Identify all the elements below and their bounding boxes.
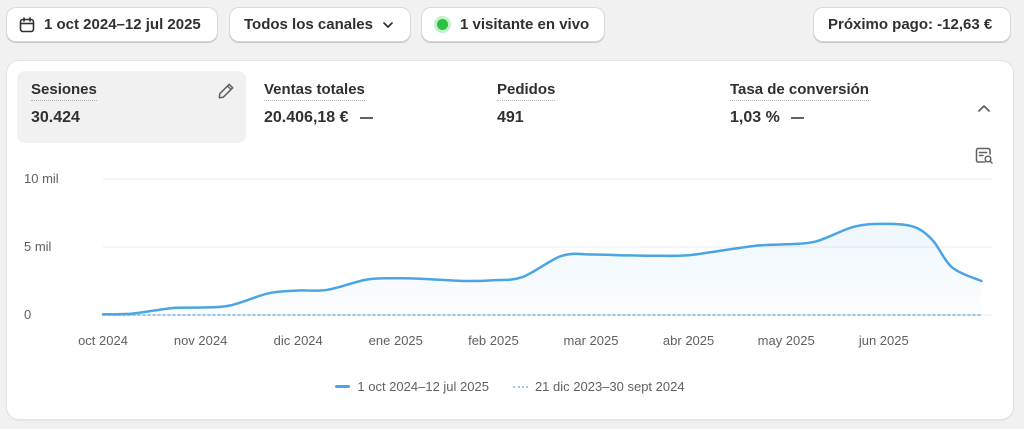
x-tick-label: oct 2024 — [78, 333, 128, 348]
pencil-icon[interactable] — [217, 82, 235, 100]
channel-filter-button[interactable]: Todos los canales — [230, 8, 410, 41]
metric-orders-value: 491 — [497, 109, 524, 126]
legend-dotted-swatch — [512, 385, 528, 388]
current-series-area — [103, 223, 982, 315]
date-range-button[interactable]: 1 oct 2024–12 jul 2025 — [7, 8, 217, 41]
x-tick-label: feb 2025 — [468, 333, 519, 348]
next-payout-label: Próximo pago: -12,63 € — [828, 16, 993, 33]
y-tick-label: 5 mil — [24, 239, 52, 254]
metric-orders[interactable]: Pedidos 491 — [483, 71, 712, 143]
no-change-indicator — [790, 117, 804, 119]
calendar-icon — [19, 16, 35, 32]
chevron-down-icon — [383, 21, 393, 28]
x-tick-label: abr 2025 — [663, 333, 714, 348]
legend-current-period[interactable]: 1 oct 2024–12 jul 2025 — [335, 379, 489, 394]
date-range-label: 1 oct 2024–12 jul 2025 — [44, 16, 201, 33]
y-tick-label: 10 mil — [24, 171, 59, 186]
metric-conversion-rate[interactable]: Tasa de conversión 1,03 % — [716, 71, 945, 143]
x-tick-label: dic 2024 — [274, 333, 323, 348]
chart-legend: 1 oct 2024–12 jul 2025 21 dic 2023–30 se… — [7, 379, 1013, 394]
metric-total-sales-label: Ventas totales — [264, 81, 365, 101]
next-payout-button[interactable]: Próximo pago: -12,63 € — [814, 8, 1010, 41]
live-dot-icon — [437, 19, 448, 30]
x-tick-label: mar 2025 — [564, 333, 619, 348]
x-tick-label: may 2025 — [758, 333, 815, 348]
x-tick-label: ene 2025 — [369, 333, 423, 348]
metric-sessions[interactable]: Sesiones 30.424 — [17, 71, 246, 143]
legend-previous-label: 21 dic 2023–30 sept 2024 — [534, 379, 685, 394]
current-series-line — [101, 222, 983, 316]
live-visitors-label: 1 visitante en vivo — [460, 16, 590, 33]
metric-orders-label: Pedidos — [497, 81, 556, 101]
metric-conversion-rate-value: 1,03 % — [730, 109, 780, 126]
metric-total-sales-value: 20.406,18 € — [264, 109, 349, 126]
live-visitors-button[interactable]: 1 visitante en vivo — [422, 8, 604, 41]
metric-conversion-rate-label: Tasa de conversión — [730, 81, 869, 101]
metric-sessions-value: 30.424 — [31, 109, 80, 126]
analytics-card: Sesiones 30.424 Ventas totales 20.406,18… — [7, 61, 1013, 419]
channel-filter-label: Todos los canales — [244, 16, 373, 33]
no-change-indicator — [359, 117, 373, 119]
sessions-chart: 10 mil 5 mil 0 oct 2024 nov 2024 dic 2024 ene… — [24, 171, 992, 348]
legend-solid-swatch — [335, 385, 351, 388]
y-tick-label: 0 — [24, 307, 31, 322]
x-tick-label: nov 2024 — [174, 333, 228, 348]
legend-previous-period[interactable]: 21 dic 2023–30 sept 2024 — [512, 379, 685, 394]
metric-total-sales[interactable]: Ventas totales 20.406,18 € — [250, 71, 479, 143]
metric-sessions-label: Sesiones — [31, 81, 97, 101]
chevron-up-icon[interactable] — [974, 99, 994, 119]
x-tick-label: jun 2025 — [858, 333, 909, 348]
chart-search-icon[interactable] — [973, 145, 995, 167]
legend-current-label: 1 oct 2024–12 jul 2025 — [357, 379, 489, 394]
